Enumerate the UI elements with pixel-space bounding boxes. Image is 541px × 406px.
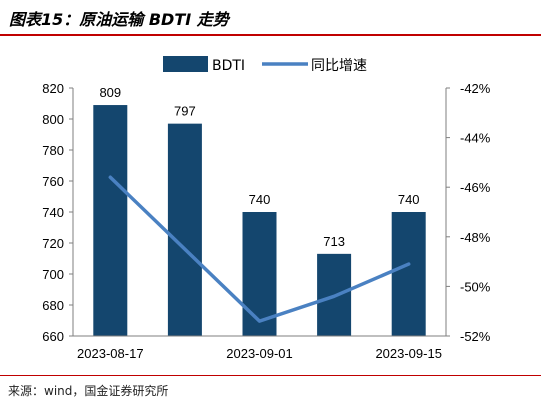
bar-bdti-3 <box>242 212 277 336</box>
data-label-5: 740 <box>398 192 420 207</box>
data-label-1: 809 <box>99 85 121 100</box>
legend-label-bdti: BDTI <box>212 58 245 74</box>
data-label-2: 797 <box>174 104 196 119</box>
y-right-tick-label: -46% <box>460 180 491 195</box>
y-left-tick-label: 680 <box>42 298 64 313</box>
legend-label-yoy: 同比增速 <box>311 58 367 74</box>
y-left-tick-label: 740 <box>42 205 64 220</box>
y-left-tick-label: 820 <box>42 81 64 96</box>
data-label-3: 740 <box>249 192 271 207</box>
x-tick-label: 2023-09-01 <box>226 346 293 361</box>
source-note: 来源：wind，国金证券研究所 <box>8 384 169 398</box>
y-left-tick-label: 720 <box>42 236 64 251</box>
chart-title: 图表15：原油运输 BDTI 走势 <box>9 10 229 29</box>
data-label-4: 713 <box>323 234 345 249</box>
title-divider <box>0 34 541 36</box>
y-left-tick-label: 700 <box>42 267 64 282</box>
y-right-tick-label: -42% <box>460 81 491 96</box>
bar-bdti-2 <box>167 123 202 337</box>
y-right-tick-label: -48% <box>460 230 491 245</box>
bar-bdti-1 <box>93 105 128 336</box>
bar-bdti-5 <box>391 212 426 336</box>
x-tick-label: 2023-08-17 <box>77 346 144 361</box>
footer-divider <box>0 375 541 376</box>
x-tick-label: 2023-09-15 <box>375 346 442 361</box>
y-right-tick-label: -52% <box>460 329 491 344</box>
y-left-tick-label: 760 <box>42 174 64 189</box>
y-right-tick-label: -50% <box>460 279 491 294</box>
y-left-tick-label: 800 <box>42 112 64 127</box>
line-yoy-growth <box>108 175 411 323</box>
y-right-tick-label: -44% <box>460 131 491 146</box>
y-left-tick-label: 660 <box>42 329 64 344</box>
legend-swatch-bdti <box>163 56 208 72</box>
y-left-tick-label: 780 <box>42 143 64 158</box>
